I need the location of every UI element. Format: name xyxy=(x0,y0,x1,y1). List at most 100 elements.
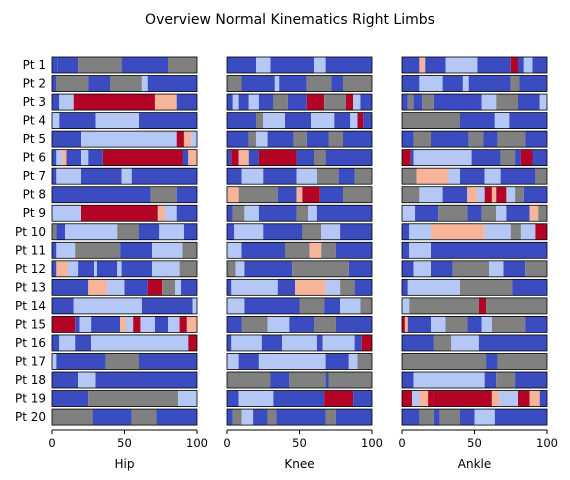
bar-segment xyxy=(317,168,339,184)
patient-label: Pt 4 xyxy=(23,114,46,128)
bar-segment xyxy=(242,76,275,92)
bar-segment xyxy=(294,131,307,147)
bar-segment xyxy=(249,131,256,147)
bar-segment xyxy=(52,150,56,166)
patient-label: Pt 10 xyxy=(15,225,46,239)
bar-segment xyxy=(314,150,326,166)
bar-segment xyxy=(460,409,475,425)
bar-segment xyxy=(177,205,197,221)
bar-segment xyxy=(419,409,434,425)
bar-segment xyxy=(340,279,355,295)
bar-segment xyxy=(431,242,547,258)
bar-segment xyxy=(52,187,151,203)
patient-label: Pt 18 xyxy=(15,373,46,387)
bar-segment xyxy=(168,316,180,332)
patient-label: Pt 7 xyxy=(23,169,46,183)
bar-segment xyxy=(78,261,94,277)
bar-segment xyxy=(336,409,372,425)
patient-label: Pt 3 xyxy=(23,95,46,109)
bar-segment xyxy=(52,131,81,147)
bar-segment xyxy=(321,224,340,240)
bar-segment xyxy=(408,279,460,295)
bar-segment xyxy=(343,76,372,92)
patient-label: Pt 14 xyxy=(15,299,46,313)
bar-segment xyxy=(434,409,440,425)
bar-segment xyxy=(242,409,254,425)
bar-segment xyxy=(402,409,419,425)
bar-segment xyxy=(187,316,197,332)
bar-segment xyxy=(402,316,405,332)
bar-segment xyxy=(94,261,97,277)
bar-segment xyxy=(329,131,344,147)
bar-segment xyxy=(78,57,122,73)
bar-segment xyxy=(52,57,58,73)
bar-segment xyxy=(349,353,358,369)
bar-segment xyxy=(249,150,259,166)
bar-segment xyxy=(321,242,336,258)
bar-segment xyxy=(278,279,295,295)
bar-segment xyxy=(88,76,110,92)
patient-label: Pt 11 xyxy=(15,243,46,257)
bar-segment xyxy=(52,409,93,425)
patient-label: Pt 1 xyxy=(23,58,46,72)
bar-segment xyxy=(297,205,309,221)
patient-label: Pt 12 xyxy=(15,262,46,276)
bar-segment xyxy=(402,242,409,258)
bar-segment xyxy=(227,353,239,369)
bar-segment xyxy=(184,224,197,240)
bar-segment xyxy=(515,372,547,388)
bar-segment xyxy=(155,316,168,332)
x-tick-label: 50 xyxy=(292,436,307,450)
bar-segment xyxy=(340,224,372,240)
bar-segment xyxy=(492,391,499,407)
bar-segment xyxy=(249,94,259,110)
bar-segment xyxy=(52,316,75,332)
bar-segment xyxy=(52,335,59,351)
bar-segment xyxy=(256,57,271,73)
bar-segment xyxy=(227,57,256,73)
bar-segment xyxy=(297,187,303,203)
bar-segment xyxy=(106,353,139,369)
bar-segment xyxy=(512,279,547,295)
bar-segment xyxy=(88,279,107,295)
bar-segment xyxy=(339,168,355,184)
bar-segment xyxy=(525,316,547,332)
bar-segment xyxy=(535,168,547,184)
bar-segment xyxy=(256,113,263,129)
bar-segment xyxy=(501,168,536,184)
bar-segment xyxy=(239,391,274,407)
bar-segment xyxy=(242,168,264,184)
bar-segment xyxy=(244,205,259,221)
bar-segment xyxy=(479,335,547,351)
bar-segment xyxy=(259,353,326,369)
bar-segment xyxy=(518,391,530,407)
bar-segment xyxy=(139,224,159,240)
bar-segment xyxy=(485,372,497,388)
bar-segment xyxy=(52,224,56,240)
bar-segment xyxy=(67,150,82,166)
bar-segment xyxy=(431,224,485,240)
bar-segment xyxy=(227,187,239,203)
bar-segment xyxy=(183,242,198,258)
bar-segment xyxy=(91,316,120,332)
bar-segment xyxy=(431,261,453,277)
bar-segment xyxy=(414,131,431,147)
bar-segment xyxy=(227,279,231,295)
bar-segment xyxy=(353,94,360,110)
bar-segment xyxy=(509,113,547,129)
bar-segment xyxy=(56,242,75,258)
bar-segment xyxy=(443,187,468,203)
bar-segment xyxy=(59,94,74,110)
bar-segment xyxy=(91,335,188,351)
bar-segment xyxy=(511,224,521,240)
x-tick-label: 100 xyxy=(361,436,383,450)
bar-segment xyxy=(74,298,142,314)
bar-segment xyxy=(482,94,497,110)
bar-segment xyxy=(489,261,504,277)
bar-segment xyxy=(302,224,321,240)
bar-segment xyxy=(414,372,485,388)
bar-segment xyxy=(402,353,486,369)
bar-segment xyxy=(463,76,469,92)
bar-segment xyxy=(275,76,279,92)
